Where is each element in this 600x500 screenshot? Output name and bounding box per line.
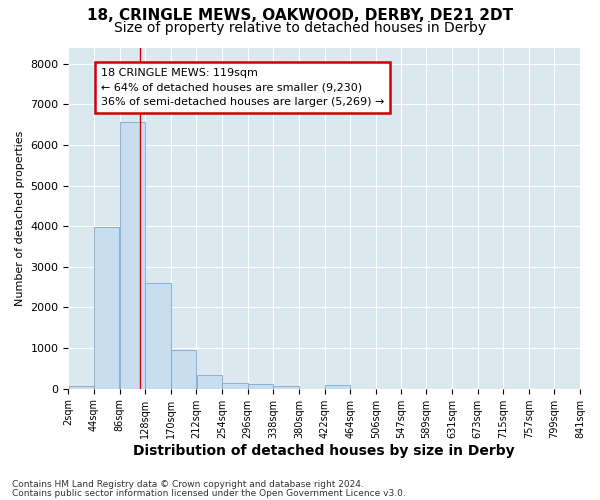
- X-axis label: Distribution of detached houses by size in Derby: Distribution of detached houses by size …: [133, 444, 515, 458]
- Bar: [94, 227, 119, 388]
- Bar: [248, 384, 273, 388]
- Text: Contains HM Land Registry data © Crown copyright and database right 2024.: Contains HM Land Registry data © Crown c…: [12, 480, 364, 489]
- Text: 18 CRINGLE MEWS: 119sqm
← 64% of detached houses are smaller (9,230)
36% of semi: 18 CRINGLE MEWS: 119sqm ← 64% of detache…: [101, 68, 384, 108]
- Bar: [145, 283, 170, 389]
- Bar: [171, 350, 196, 389]
- Bar: [325, 384, 350, 388]
- Text: Size of property relative to detached houses in Derby: Size of property relative to detached ho…: [114, 21, 486, 35]
- Y-axis label: Number of detached properties: Number of detached properties: [15, 130, 25, 306]
- Bar: [274, 386, 299, 388]
- Text: 18, CRINGLE MEWS, OAKWOOD, DERBY, DE21 2DT: 18, CRINGLE MEWS, OAKWOOD, DERBY, DE21 2…: [87, 8, 513, 22]
- Bar: [68, 386, 94, 388]
- Bar: [197, 376, 222, 388]
- Text: Contains public sector information licensed under the Open Government Licence v3: Contains public sector information licen…: [12, 489, 406, 498]
- Bar: [222, 383, 248, 388]
- Bar: [120, 122, 145, 388]
